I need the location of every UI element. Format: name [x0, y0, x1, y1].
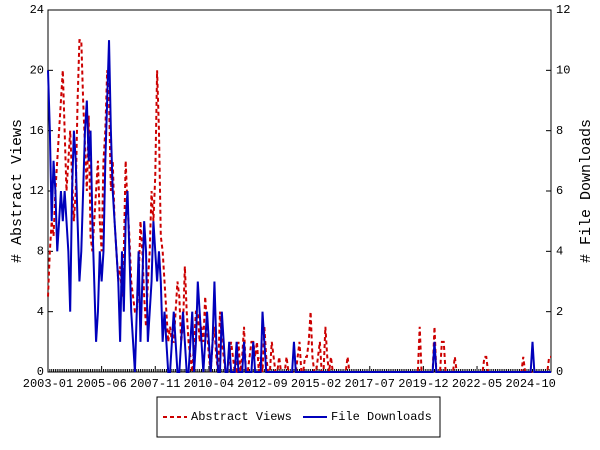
y-tick-label: 24 [30, 3, 44, 17]
x-tick-label: 2019-12 [398, 377, 448, 391]
y-tick-label: 8 [37, 245, 44, 259]
y2-tick-label: 12 [556, 3, 570, 17]
y-tick-label: 12 [30, 184, 44, 198]
x-tick-label: 2022-05 [452, 377, 502, 391]
x-tick-label: 2005-06 [76, 377, 126, 391]
x-tick-label: 2024-10 [505, 377, 555, 391]
y2-tick-label: 10 [556, 64, 570, 78]
y-tick-label: 16 [30, 124, 44, 138]
y-tick-label: 4 [37, 305, 44, 319]
x-tick-label: 2010-04 [184, 377, 234, 391]
y2-axis-title: # File Downloads [578, 119, 595, 263]
series-line [47, 40, 551, 373]
y2-tick-label: 0 [556, 365, 563, 379]
x-tick-label: 2007-11 [130, 377, 180, 391]
y-tick-label: 0 [37, 365, 44, 379]
legend-box [156, 396, 441, 438]
y-tick-label: 20 [30, 64, 44, 78]
y2-tick-label: 4 [556, 245, 563, 259]
x-tick-label: 2017-07 [345, 377, 395, 391]
legend-label: File Downloads [331, 410, 432, 424]
x-tick-label: 2012-09 [237, 377, 287, 391]
x-tick-label: 2015-02 [291, 377, 341, 391]
y2-tick-label: 8 [556, 124, 563, 138]
series-line [47, 39, 551, 373]
plot-frame [47, 9, 552, 373]
y-axis-title: # Abstract Views [9, 119, 26, 263]
x-tick-label: 2003-01 [23, 377, 73, 391]
legend-label: Abstract Views [191, 410, 292, 424]
y2-tick-label: 6 [556, 184, 563, 198]
y2-tick-label: 2 [556, 305, 563, 319]
